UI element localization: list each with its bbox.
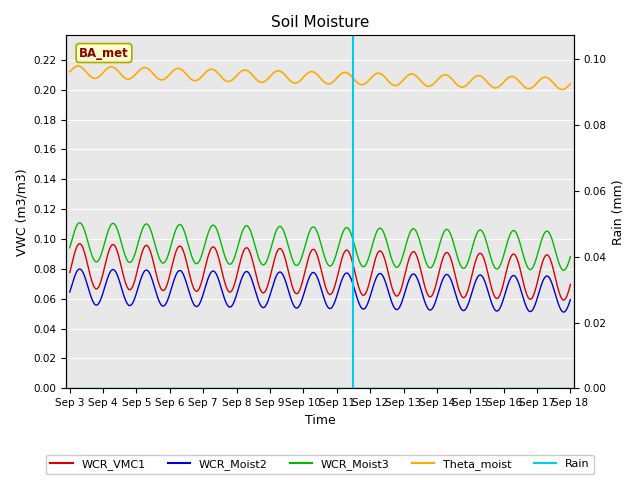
WCR_VMC1 — [66, 270, 74, 276]
Rain — [75, 385, 83, 391]
WCR_Moist3 — [204, 230, 212, 236]
WCR_VMC1 — [559, 297, 567, 303]
WCR_VMC1 — [381, 258, 389, 264]
WCR_Moist3 — [127, 259, 135, 265]
WCR_Moist2 — [127, 302, 135, 308]
WCR_Moist3 — [178, 223, 186, 229]
WCR_Moist3 — [75, 220, 83, 226]
WCR_Moist2 — [76, 266, 83, 272]
Legend: WCR_VMC1, WCR_Moist2, WCR_Moist3, Theta_moist, Rain: WCR_VMC1, WCR_Moist2, WCR_Moist3, Theta_… — [46, 455, 594, 474]
Theta_moist — [396, 81, 404, 86]
Rain — [66, 385, 74, 391]
WCR_VMC1 — [178, 245, 186, 251]
Theta_moist — [74, 63, 82, 69]
Line: WCR_Moist2: WCR_Moist2 — [70, 269, 570, 312]
WCR_Moist2 — [566, 297, 574, 302]
Title: Soil Moisture: Soil Moisture — [271, 15, 369, 30]
WCR_Moist2 — [66, 289, 74, 295]
WCR_Moist3 — [559, 267, 567, 273]
WCR_Moist2 — [381, 278, 389, 284]
Line: WCR_VMC1: WCR_VMC1 — [70, 244, 570, 300]
WCR_VMC1 — [566, 282, 574, 288]
Theta_moist — [76, 63, 83, 69]
WCR_Moist2 — [178, 269, 186, 275]
Rain — [381, 385, 388, 391]
WCR_VMC1 — [204, 252, 212, 258]
WCR_Moist3 — [76, 220, 83, 226]
WCR_Moist2 — [559, 309, 567, 315]
Theta_moist — [127, 75, 135, 81]
WCR_VMC1 — [75, 241, 83, 247]
WCR_VMC1 — [396, 290, 404, 296]
Rain — [127, 385, 134, 391]
WCR_Moist3 — [381, 234, 389, 240]
WCR_Moist2 — [204, 275, 212, 281]
WCR_VMC1 — [127, 286, 135, 292]
Y-axis label: VWC (m3/m3): VWC (m3/m3) — [15, 168, 28, 256]
Rain — [566, 385, 574, 391]
X-axis label: Time: Time — [305, 414, 335, 427]
Theta_moist — [66, 69, 74, 75]
Theta_moist — [558, 86, 566, 92]
WCR_Moist2 — [396, 304, 404, 310]
Theta_moist — [566, 81, 574, 86]
Line: WCR_Moist3: WCR_Moist3 — [70, 223, 570, 270]
WCR_VMC1 — [76, 241, 83, 247]
Line: Theta_moist: Theta_moist — [70, 66, 570, 89]
Theta_moist — [381, 74, 389, 80]
Text: BA_met: BA_met — [79, 47, 129, 60]
Rain — [177, 385, 185, 391]
Rain — [396, 385, 403, 391]
Theta_moist — [204, 67, 212, 73]
WCR_Moist3 — [566, 254, 574, 260]
Rain — [204, 385, 211, 391]
WCR_Moist3 — [66, 245, 74, 251]
WCR_Moist3 — [396, 261, 404, 267]
WCR_Moist2 — [75, 266, 83, 272]
Theta_moist — [178, 67, 186, 72]
Y-axis label: Rain (mm): Rain (mm) — [612, 179, 625, 245]
